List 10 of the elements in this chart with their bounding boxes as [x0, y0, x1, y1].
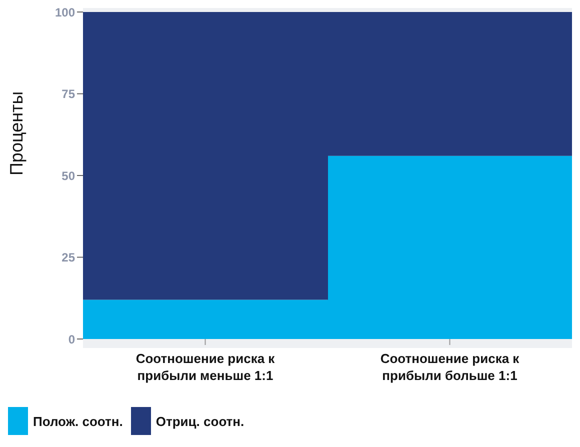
y-tick-label: 75 — [62, 87, 76, 102]
legend-label: Отриц. соотн. — [156, 414, 244, 428]
x-tick-label: Соотношение риска к прибыли меньше 1:1 — [136, 351, 276, 383]
legend-label: Полож. соотн. — [33, 414, 123, 428]
y-tick-label: 0 — [68, 332, 76, 346]
x-tick-label: Соотношение риска к прибыли больше 1:1 — [380, 351, 520, 383]
y-tick-label: 25 — [62, 250, 76, 265]
y-tick-label: 50 — [62, 168, 76, 183]
y-tick-label: 100 — [54, 5, 76, 20]
y-axis-title: Проценты — [6, 91, 26, 176]
